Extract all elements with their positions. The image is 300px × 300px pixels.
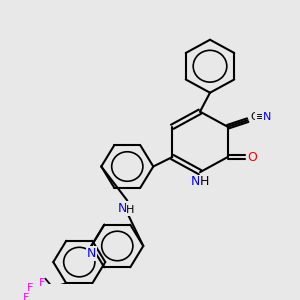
Text: O: O — [247, 151, 257, 164]
Text: F: F — [23, 292, 29, 300]
Text: F: F — [27, 283, 34, 293]
Text: H: H — [199, 175, 209, 188]
Text: ≡: ≡ — [256, 112, 266, 122]
Text: N: N — [118, 202, 127, 214]
Text: N: N — [190, 175, 200, 188]
Text: N: N — [262, 112, 271, 122]
Text: C: C — [251, 112, 259, 122]
Text: H: H — [126, 205, 134, 215]
Text: N: N — [87, 247, 96, 260]
Text: F: F — [39, 278, 46, 288]
